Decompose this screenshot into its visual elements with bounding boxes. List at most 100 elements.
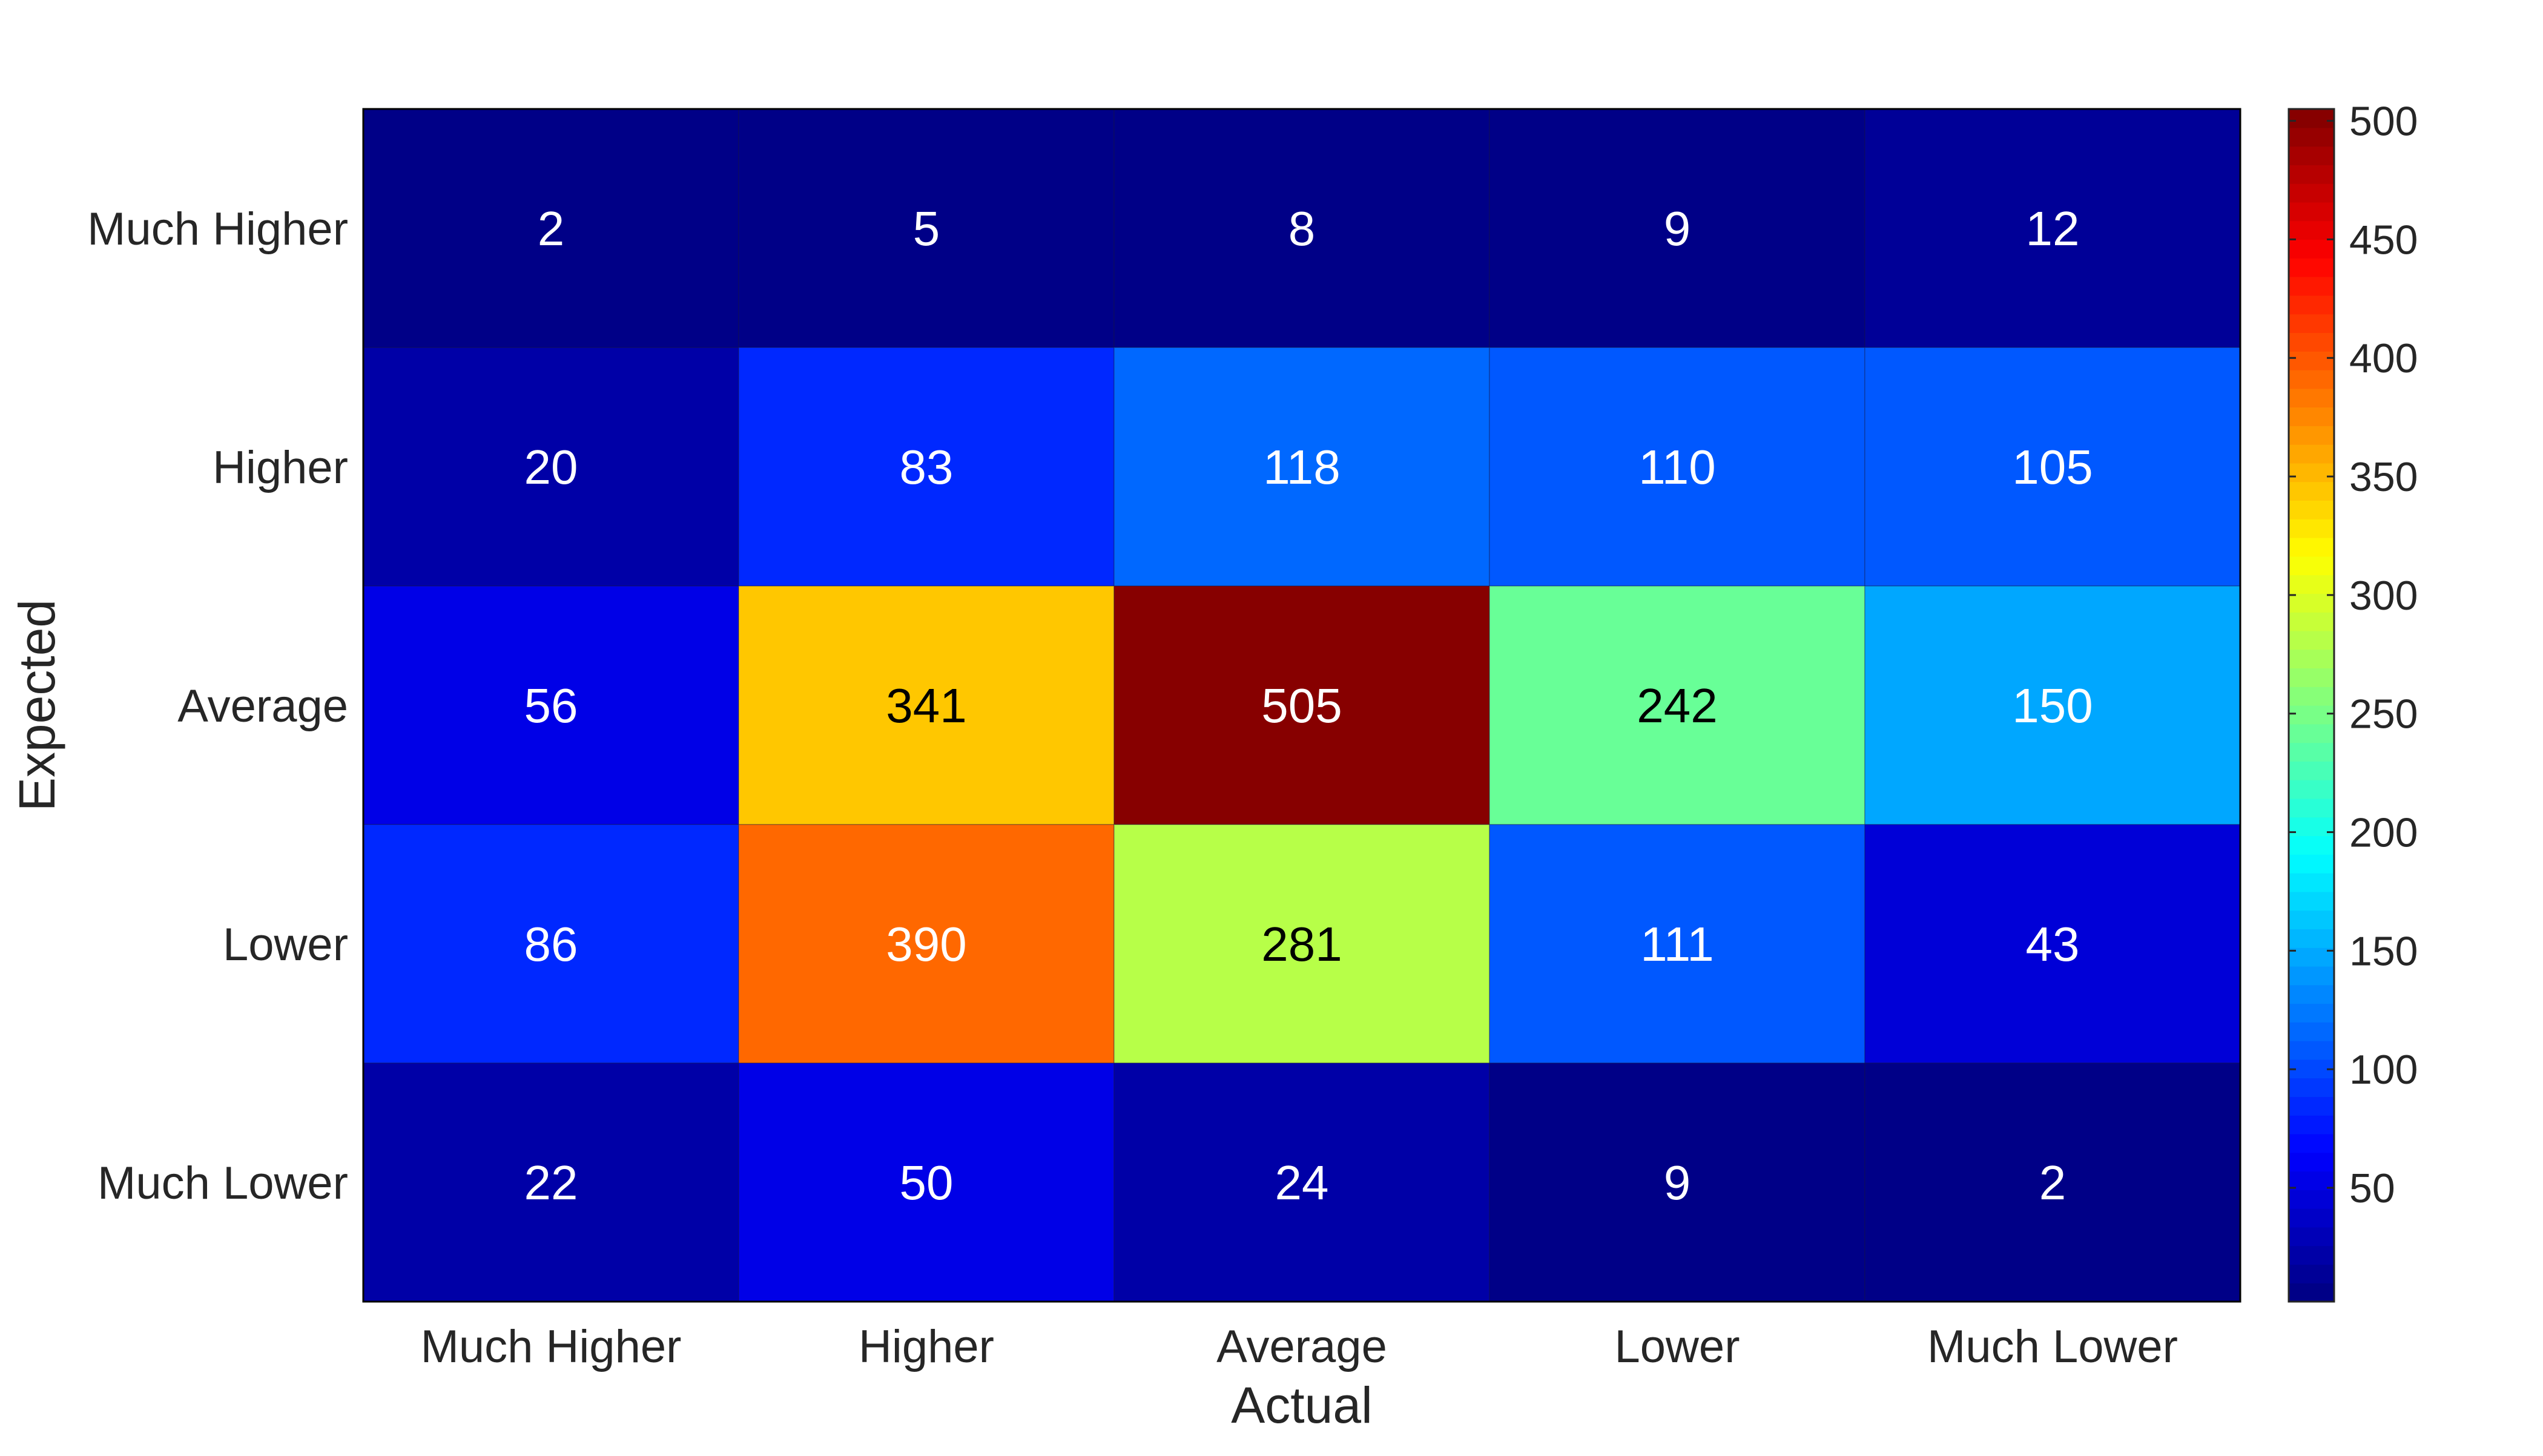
colorbar-segment: [2289, 239, 2334, 259]
cell-value-label: 281: [1261, 917, 1342, 971]
colorbar-segment: [2289, 463, 2334, 483]
colorbar-segment: [2289, 220, 2334, 240]
heatmap-cell: [363, 108, 739, 348]
colorbar-tick-label: 500: [2349, 99, 2418, 145]
heatmap-cell: [363, 1062, 739, 1302]
cell-value-label: 150: [2012, 679, 2093, 733]
heatmap-cell: [1864, 1062, 2241, 1302]
colorbar-segment: [2289, 351, 2334, 371]
colorbar-segment: [2289, 630, 2334, 650]
cell-value-label: 390: [886, 917, 966, 971]
colorbar-segment: [2289, 165, 2334, 184]
x-tick-label: Higher: [859, 1321, 994, 1372]
cell-value-label: 110: [1638, 440, 1716, 494]
plot-frame: [362, 108, 2241, 1303]
colorbar-segment: [2289, 1171, 2334, 1190]
colorbar-segment: [2289, 612, 2334, 631]
heatmap-cell: [1113, 347, 1490, 587]
heatmap-cell: [1864, 585, 2241, 825]
colorbar-segment: [2289, 593, 2334, 613]
heatmap-cell: [738, 824, 1115, 1064]
colorbar-segment: [2289, 202, 2334, 222]
colorbar-segment: [2289, 556, 2334, 576]
colorbar-segment: [2289, 947, 2334, 967]
colorbar-tick-label: 300: [2349, 573, 2418, 619]
cell-value-label: 43: [2026, 917, 2080, 971]
heatmap-cell: [738, 1062, 1115, 1302]
cell-value-label: 86: [524, 917, 578, 971]
x-tick-labels: Much Higher Higher Average Lower Much Lower: [421, 1321, 2178, 1372]
colorbar-segment: [2289, 854, 2334, 874]
colorbar-segment: [2289, 519, 2334, 538]
cell-value-label: 505: [1261, 679, 1342, 733]
x-tick-label: Much Higher: [421, 1321, 682, 1372]
colorbar-segment: [2289, 183, 2334, 203]
colorbar-segment: [2289, 575, 2334, 594]
colorbar-segment: [2289, 910, 2334, 929]
colorbar-segment: [2289, 984, 2334, 1004]
colorbar-segment: [2289, 1059, 2334, 1079]
cell-value-label: 8: [1288, 202, 1316, 255]
cell-value-label: 22: [524, 1156, 578, 1210]
colorbar-segment: [2289, 780, 2334, 799]
heatmap-cell: [738, 585, 1115, 825]
colorbar-segment: [2289, 295, 2334, 315]
cell-value-label: 118: [1263, 440, 1341, 494]
colorbar: 50 100 150 200 250 300 350 400 450 500: [2287, 99, 2418, 1303]
y-tick-label: Much Higher: [87, 203, 348, 255]
colorbar-segment: [2289, 388, 2334, 408]
colorbar-segment: [2289, 1152, 2334, 1172]
cell-value-label: 2: [538, 202, 565, 255]
y-tick-label: Much Lower: [97, 1158, 348, 1209]
colorbar-tick-label: 250: [2349, 691, 2418, 737]
heatmap-cell: [1489, 824, 1865, 1064]
colorbar-segment: [2289, 835, 2334, 855]
colorbar-segment: [2289, 258, 2334, 277]
heatmap-cell: [1113, 1062, 1490, 1302]
colorbar-segment: [2289, 109, 2334, 128]
heatmap-cells: [363, 108, 2241, 1302]
colorbar-segment: [2289, 1041, 2334, 1060]
colorbar-segment: [2289, 966, 2334, 986]
colorbar-segment: [2289, 929, 2334, 948]
cell-value-label: 50: [900, 1156, 954, 1210]
x-axis-label: Actual: [1231, 1377, 1372, 1434]
colorbar-segment: [2289, 314, 2334, 333]
cell-value-label: 20: [524, 440, 578, 494]
heatmap-cell: [363, 824, 739, 1064]
colorbar-segment: [2289, 369, 2334, 389]
y-tick-label: Higher: [213, 442, 348, 493]
colorbar-segment: [2289, 668, 2334, 687]
colorbar-segment: [2289, 332, 2334, 352]
y-tick-label: Average: [177, 680, 348, 732]
colorbar-segment: [2289, 891, 2334, 911]
colorbar-tick-label: 200: [2349, 810, 2418, 856]
colorbar-tick-label: 350: [2349, 454, 2418, 500]
cell-value-label: 83: [900, 440, 954, 494]
cell-value-label: 12: [2026, 202, 2080, 255]
heatmap-cell: [1113, 585, 1490, 825]
colorbar-segment: [2289, 1078, 2334, 1098]
colorbar-segment: [2289, 1190, 2334, 1209]
colorbar-segment: [2289, 873, 2334, 892]
x-tick-label: Lower: [1615, 1321, 1740, 1372]
colorbar-segment: [2289, 1227, 2334, 1247]
colorbar-segment: [2289, 705, 2334, 725]
x-tick-label: Much Lower: [1927, 1321, 2178, 1372]
cell-value-label: 24: [1275, 1156, 1329, 1210]
colorbar-segment: [2289, 500, 2334, 519]
colorbar-segment: [2289, 723, 2334, 743]
y-tick-labels: Much Higher Higher Average Lower Much Lower: [87, 203, 348, 1209]
colorbar-segment: [2289, 146, 2334, 165]
colorbar-segment: [2289, 649, 2334, 669]
cell-value-label: 56: [524, 679, 578, 733]
colorbar-tick-label: 150: [2349, 928, 2418, 974]
cell-value-label: 341: [886, 679, 966, 733]
colorbar-segment: [2289, 817, 2334, 837]
colorbar-segment: [2289, 407, 2334, 426]
heatmap-cell: [1864, 108, 2241, 348]
colorbar-segment: [2289, 1283, 2334, 1302]
colorbar-segment: [2289, 1133, 2334, 1153]
cell-value-label: 105: [2012, 440, 2093, 494]
